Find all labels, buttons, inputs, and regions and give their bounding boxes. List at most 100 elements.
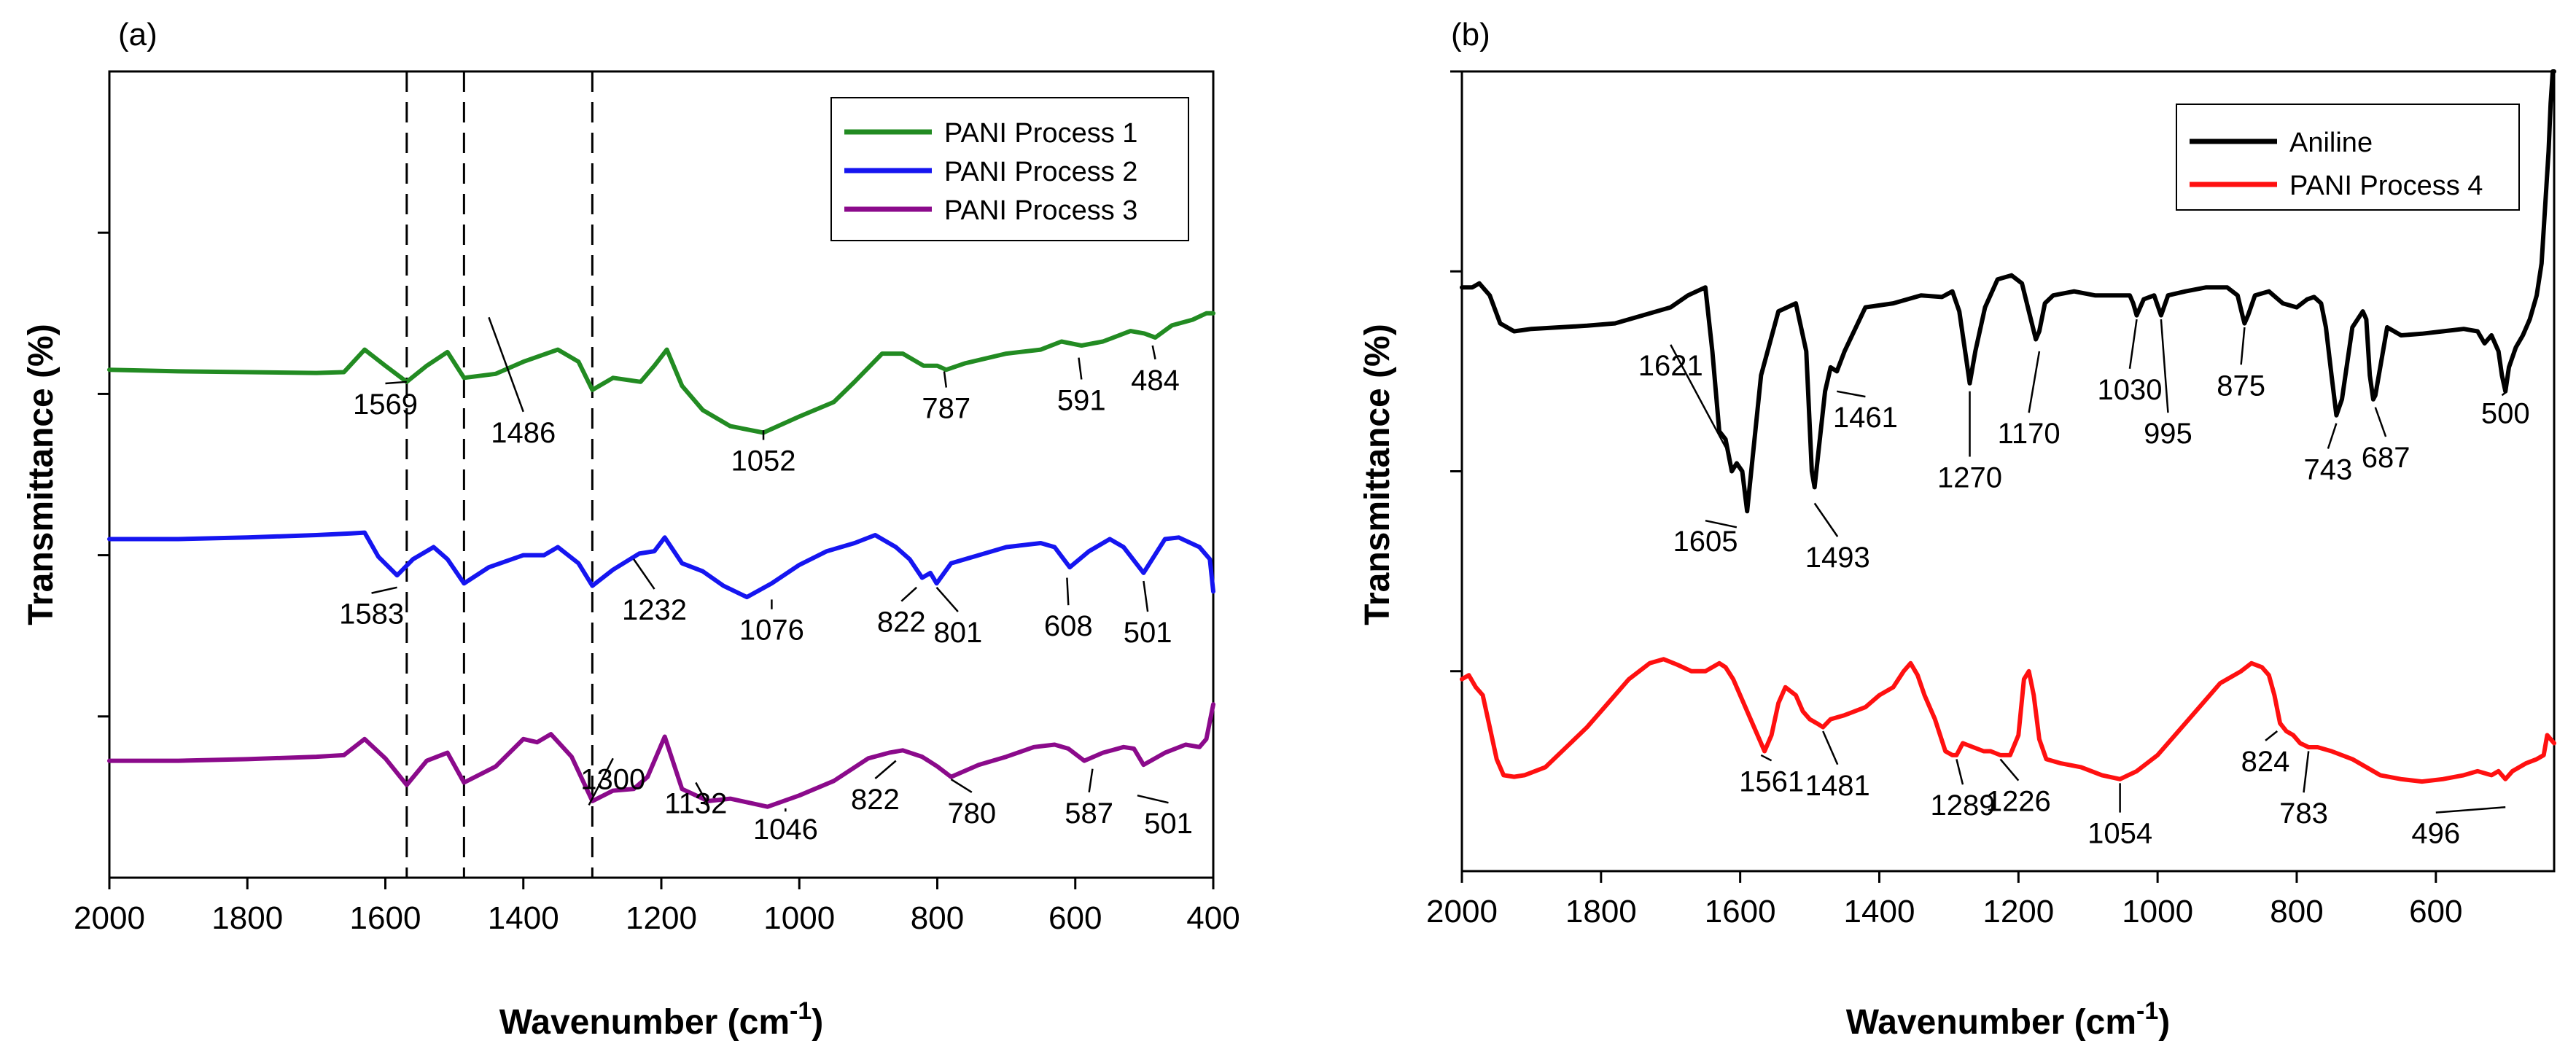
annotation-label: 1493 <box>1805 542 1870 574</box>
annotation-leader <box>588 757 614 806</box>
annotation-leader <box>1837 390 1866 398</box>
annotation-leader <box>385 381 407 385</box>
annotation-leader <box>2303 751 2310 793</box>
panel-a-x-ticks: 2000 1800 1600 1400 1200 1000 800 600 400 <box>74 878 1240 936</box>
annotation-leader <box>1137 794 1169 804</box>
annotation-leader <box>488 316 524 413</box>
x-tick-label: 1200 <box>626 900 697 936</box>
x-tick-label: 400 <box>1186 900 1240 936</box>
x-tick-label: 1400 <box>1844 894 1915 929</box>
annotation-label: 780 <box>947 798 996 830</box>
annotation-leader <box>943 371 948 388</box>
panel-b-y-ticks <box>1450 70 1462 673</box>
annotation-label: 608 <box>1044 610 1093 642</box>
annotation-label: 687 <box>2362 442 2410 474</box>
series-line-pani-process-3 <box>107 702 1215 809</box>
annotation-label: 1132 <box>664 788 727 820</box>
panel-b-legend-process4: PANI Process 4 <box>2289 171 2483 201</box>
annotation-label: 501 <box>1124 617 1172 649</box>
annotation-label: 484 <box>1131 364 1180 397</box>
annotation-leader <box>2128 319 2138 369</box>
annotation-leader <box>950 779 973 793</box>
series-line-pani-process-4 <box>1460 657 2556 784</box>
annotation-label: 1270 <box>1937 461 2002 494</box>
panel-b-legend: Aniline PANI Process 4 <box>2176 104 2520 211</box>
panel-a-x-axis-label: Wavenumber (cm-1) <box>499 997 824 1042</box>
annotation-leader <box>2265 730 2279 741</box>
annotation-label: 824 <box>2241 746 2290 778</box>
annotation-label: 1621 <box>1638 350 1703 382</box>
panel-a: (a) 2000 1800 1600 1400 1200 1000 800 600 400 15… <box>22 17 1240 1042</box>
annotation-leader <box>1822 730 1839 765</box>
annotation-leader <box>874 760 897 779</box>
annotation-label: 496 <box>2411 818 2460 850</box>
series-line-pani-process-1 <box>107 311 1215 435</box>
annotation-leader <box>2240 327 2246 365</box>
annotation-label: 787 <box>922 393 970 425</box>
x-tick-label: 1600 <box>350 900 421 936</box>
annotation-label: 500 <box>2481 398 2530 430</box>
panel-b-series <box>1460 69 2556 784</box>
x-tick-label: 800 <box>2270 894 2323 929</box>
annotation-leader <box>2327 423 2338 449</box>
annotation-label: 1232 <box>622 594 687 626</box>
annotation-leader <box>1705 519 1738 529</box>
panel-a-y-axis-label: Transmittance (%) <box>22 324 61 625</box>
panel-b-annotations: 1621 1605 1493 1461 1270 1170 1030 995 875 743 687… <box>1638 319 2530 850</box>
annotation-leader <box>1999 758 2020 781</box>
annotation-leader <box>1066 577 1070 606</box>
annotation-label: 1605 <box>1673 526 1738 558</box>
annotation-leader <box>2160 319 2169 413</box>
x-tick-label: 1000 <box>2122 894 2193 929</box>
annotation-label: 822 <box>877 607 926 639</box>
annotation-label: 501 <box>1144 808 1193 840</box>
x-tick-label: 2000 <box>1426 894 1498 929</box>
x-tick-label: 1800 <box>211 900 283 936</box>
annotation-leader <box>1760 754 1773 762</box>
annotation-label: 587 <box>1065 798 1113 830</box>
annotation-leader <box>1670 344 1727 448</box>
annotation-leader <box>1151 345 1156 360</box>
annotation-leader <box>2501 391 2506 397</box>
x-tick-label: 1400 <box>488 900 559 936</box>
panel-b-legend-aniline: Aniline <box>2289 128 2373 158</box>
panel-a-y-ticks <box>98 231 109 718</box>
panel-b-label: (b) <box>1451 17 1490 52</box>
annotation-label: 995 <box>2144 418 2192 450</box>
panel-b: (b) 2000 1800 1600 1400 1200 1000 800 600 16211… <box>1358 17 2556 1042</box>
annotation-label: 801 <box>934 617 983 649</box>
annotation-label: 1486 <box>491 417 556 449</box>
annotation-leader <box>1078 357 1083 380</box>
panel-a-legend-process2: PANI Process 2 <box>944 157 1137 187</box>
annotation-leader <box>371 586 397 594</box>
annotation-leader <box>633 558 655 590</box>
annotation-label: 1226 <box>1986 786 2051 818</box>
annotation-label: 1583 <box>339 598 404 631</box>
annotation-label: 1300 <box>580 763 645 795</box>
x-tick-label: 2000 <box>74 900 145 936</box>
panel-a-legend: PANI Process 1 PANI Process 2 PANI Proce… <box>830 97 1189 241</box>
annotation-label: 1561 <box>1739 765 1804 798</box>
x-tick-label: 800 <box>911 900 964 936</box>
annotation-label: 1170 <box>1998 418 2061 450</box>
annotation-label: 1046 <box>753 814 818 846</box>
x-tick-label: 600 <box>1048 900 1102 936</box>
annotation-label: 875 <box>2217 370 2265 402</box>
panel-a-legend-process1: PANI Process 1 <box>944 118 1137 149</box>
annotation-label: 1289 <box>1930 789 1995 822</box>
panel-b-x-axis-label: Wavenumber (cm-1) <box>1846 997 2171 1042</box>
annotation-leader <box>1956 759 1964 785</box>
x-tick-label: 1000 <box>763 900 835 936</box>
annotation-leader <box>2374 407 2387 437</box>
annotation-label: 1052 <box>731 445 796 477</box>
annotation-label: 783 <box>2279 798 2328 830</box>
annotation-label: 743 <box>2304 453 2353 485</box>
annotation-leader <box>1143 580 1149 612</box>
x-tick-label: 1200 <box>1982 894 2054 929</box>
panel-a-reference-lines <box>405 71 594 878</box>
annotation-label: 1030 <box>2097 374 2162 406</box>
annotation-label: 822 <box>851 784 900 816</box>
panel-b-y-axis-label: Transmittance (%) <box>1358 324 1397 625</box>
